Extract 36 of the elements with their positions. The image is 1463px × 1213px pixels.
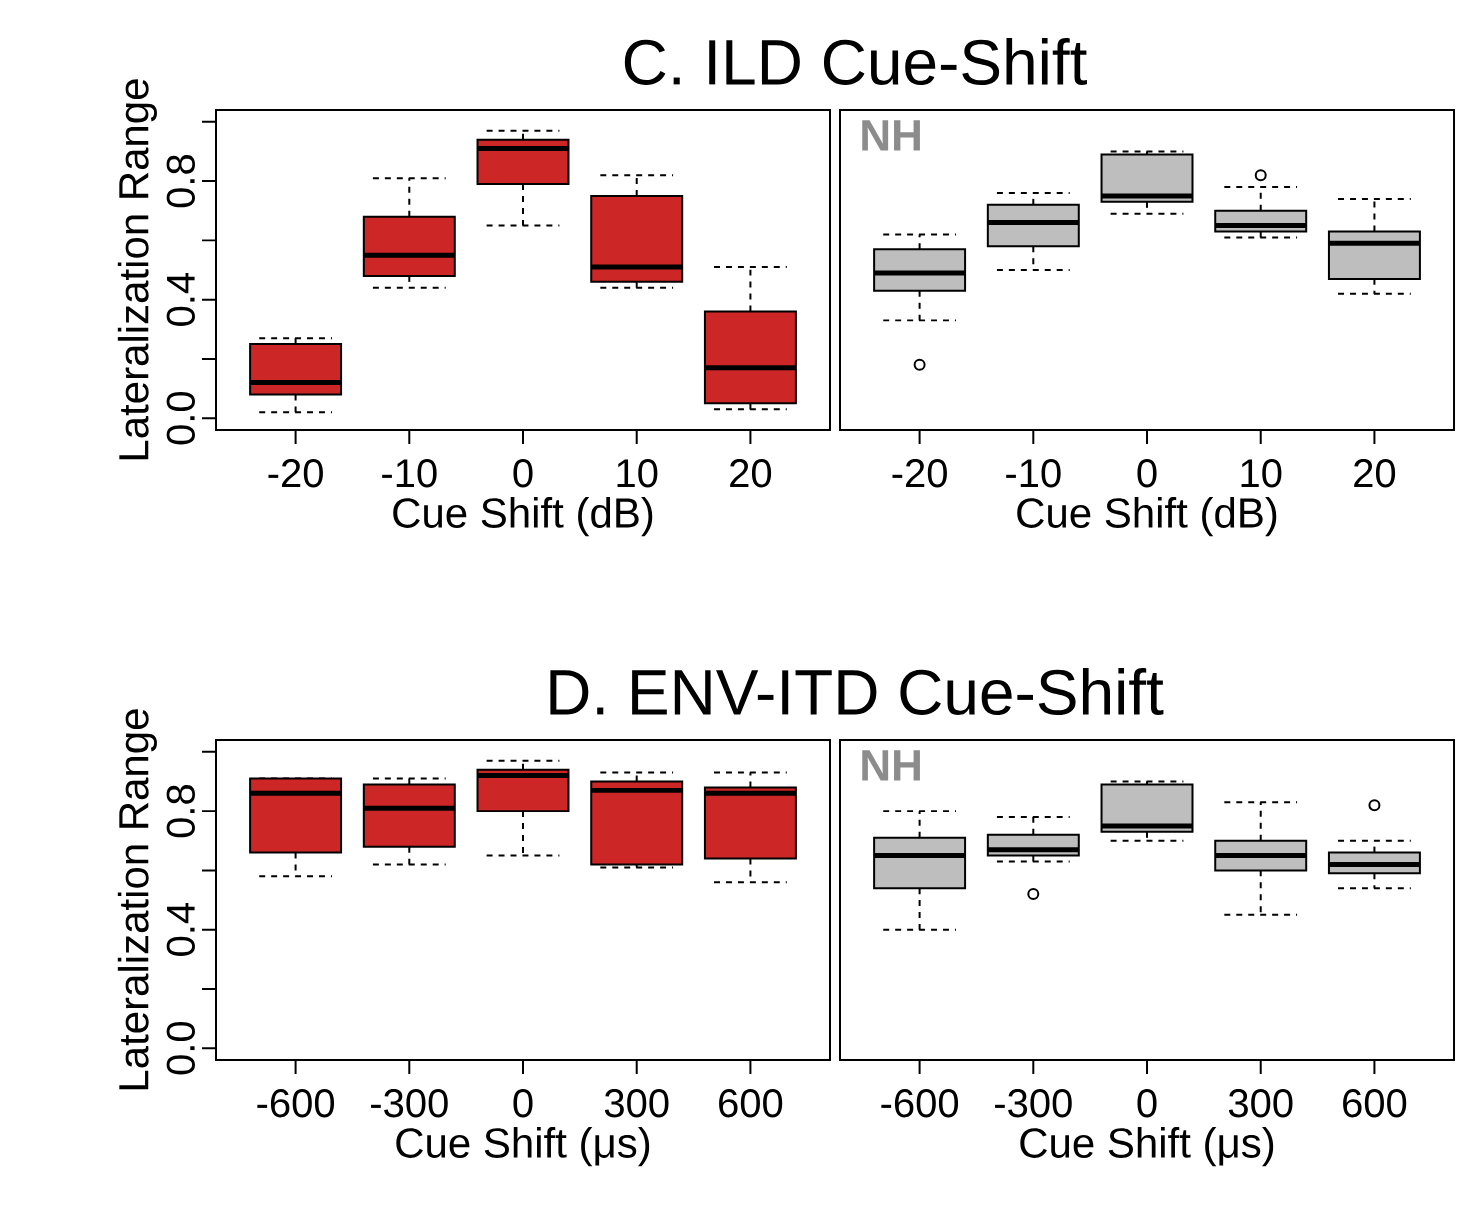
x-tick-label: 300 bbox=[1228, 1089, 1293, 1118]
x-tick-label: -10 bbox=[382, 459, 437, 488]
x-axis-title: Cue Shift (dB) bbox=[393, 497, 653, 537]
x-tick-label: 10 bbox=[1241, 459, 1282, 488]
x-tick-label: -20 bbox=[268, 459, 323, 488]
x-tick-label: -600 bbox=[257, 1089, 335, 1118]
x-tick-label: -300 bbox=[371, 1089, 448, 1118]
y-tick-label: 0.0 bbox=[166, 391, 195, 445]
x-tick-label: 0 bbox=[513, 459, 533, 488]
y-tick-label: 0.8 bbox=[166, 155, 195, 208]
annotation: NH bbox=[862, 750, 920, 781]
x-tick-label: -10 bbox=[1006, 459, 1061, 488]
x-axis-title: Cue Shift (dB) bbox=[1017, 497, 1277, 537]
x-tick-label: -20 bbox=[892, 459, 947, 488]
y-tick-label: 0.4 bbox=[166, 273, 195, 326]
x-tick-label: 0 bbox=[1137, 1089, 1157, 1118]
annotation: NH bbox=[862, 120, 920, 151]
x-tick-label: 0 bbox=[513, 1089, 533, 1118]
x-tick-label: 300 bbox=[604, 1089, 669, 1118]
x-tick-label: -600 bbox=[881, 1089, 959, 1118]
x-tick-label: 0 bbox=[1137, 459, 1157, 488]
x-axis-title: Cue Shift (μs) bbox=[396, 1127, 650, 1167]
y-tick-label: 0.0 bbox=[166, 1021, 195, 1075]
y-axis-title: Lateralization Range bbox=[117, 79, 157, 460]
y-tick-label: 0.4 bbox=[166, 903, 195, 956]
x-tick-label: -300 bbox=[995, 1089, 1072, 1118]
chart-title: D. ENV-ITD Cue-Shift bbox=[550, 668, 1164, 716]
x-tick-label: 20 bbox=[730, 459, 772, 488]
y-axis-title: Lateralization Range bbox=[117, 709, 157, 1090]
x-tick-label: 600 bbox=[719, 1089, 783, 1118]
x-axis-title: Cue Shift (μs) bbox=[1020, 1127, 1274, 1167]
x-tick-label: 600 bbox=[1343, 1089, 1407, 1118]
y-tick-label: 0.8 bbox=[166, 785, 195, 838]
x-tick-label: 10 bbox=[617, 459, 658, 488]
chart-title: C. ILD Cue-Shift bbox=[624, 38, 1087, 86]
x-tick-label: 20 bbox=[1354, 459, 1396, 488]
